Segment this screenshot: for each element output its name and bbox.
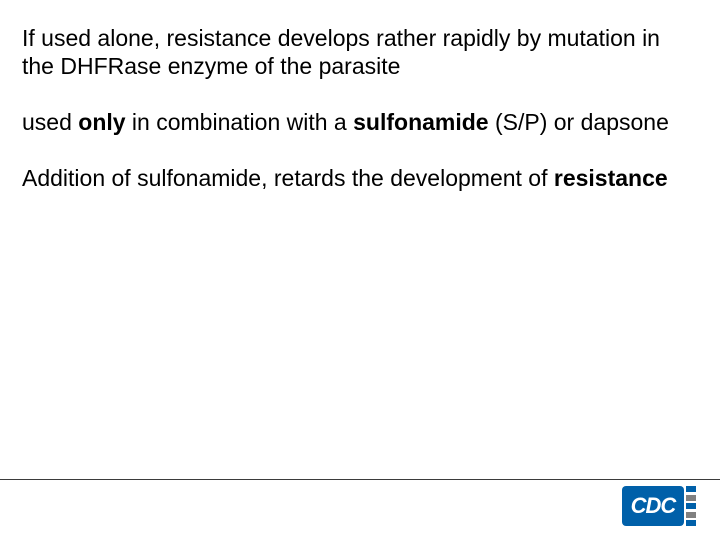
cdc-logo-main: CDC: [622, 486, 684, 526]
paragraph-2-t1: used: [22, 109, 78, 135]
paragraph-2-b2: sulfonamide: [353, 109, 488, 135]
paragraph-2: used only in combination with a sulfonam…: [22, 108, 698, 136]
slide: If used alone, resistance develops rathe…: [0, 0, 720, 540]
paragraph-3-t1: Addition of sulfonamide, retards the dev…: [22, 165, 554, 191]
paragraph-3: Addition of sulfonamide, retards the dev…: [22, 164, 698, 192]
paragraph-1: If used alone, resistance develops rathe…: [22, 24, 698, 80]
footer-rule: [0, 479, 720, 480]
paragraph-3-b1: resistance: [554, 165, 668, 191]
paragraph-2-t2: in combination with a: [126, 109, 354, 135]
paragraph-2-t3: (S/P) or dapsone: [489, 109, 669, 135]
cdc-logo: CDC: [622, 486, 696, 526]
paragraph-1-text: If used alone, resistance develops rathe…: [22, 25, 660, 79]
cdc-logo-side-icon: [686, 486, 696, 526]
paragraph-2-b1: only: [78, 109, 125, 135]
cdc-logo-text: CDC: [631, 493, 676, 519]
